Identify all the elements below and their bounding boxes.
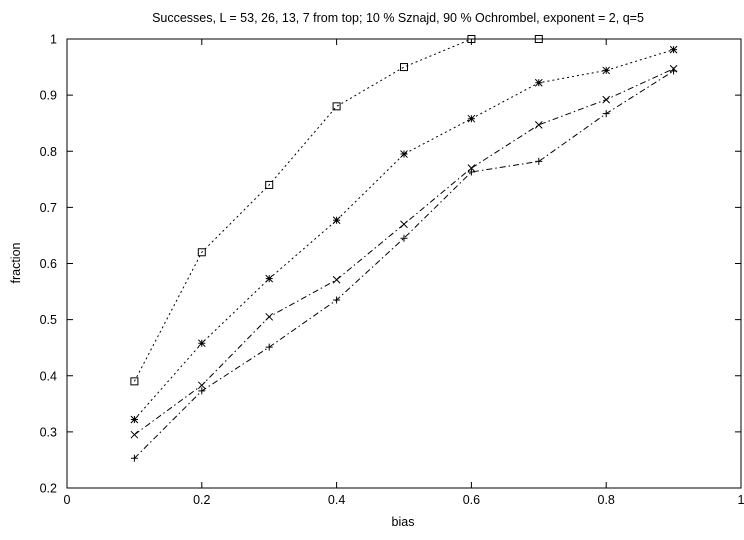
data-point-cross [400,220,408,229]
data-point-cross [197,381,206,390]
y-tick-label: 0.9 [40,89,57,103]
data-point-cross [602,95,611,104]
data-point-asterisk [534,78,543,87]
data-point-square [265,180,274,189]
chart-title: Successes, L = 53, 26, 13, 7 from top; 1… [152,11,644,25]
x-tick-label: 0.2 [193,493,210,507]
y-tick-label: 1 [50,33,57,47]
data-point-plus [602,110,610,118]
y-tick-label: 0.4 [40,369,57,383]
data-point-square [534,35,543,43]
data-point-plus [333,296,341,304]
plot-area: 0 0.2 0.4 0.6 0.8 1 0.2 0.3 0.4 0.5 0.6 0.7 0.8 0.9 1 [40,33,744,508]
y-tick-label: 0.2 [40,482,57,496]
series-line-4 [134,70,674,459]
data-point-cross [265,312,274,321]
data-point-asterisk [197,339,206,348]
data-point-asterisk [467,114,476,123]
data-point-asterisk [602,66,611,75]
data-point-cross [332,275,341,284]
data-point-asterisk [332,216,341,225]
x-tick-label: 0.4 [328,493,345,507]
data-point-square [130,377,139,386]
x-tick-label: 0.8 [598,493,615,507]
data-point-plus [400,234,408,242]
series-line-2 [134,49,674,420]
data-point-square [400,63,408,72]
data-point-cross [130,430,139,439]
x-tick-label: 0.6 [463,493,480,507]
data-point-asterisk [669,45,678,54]
data-point-square [197,248,206,257]
y-tick-label: 0.5 [40,313,57,327]
data-point-cross [467,164,476,172]
data-point-asterisk [130,415,139,424]
y-tick-label: 0.3 [40,425,57,439]
data-point-cross [534,121,543,129]
data-point-plus [670,67,678,75]
data-point-plus [198,387,206,395]
x-axis-label: bias [392,515,415,529]
data-point-square [467,35,476,43]
series-line-3 [134,68,674,436]
data-point-plus [265,343,273,351]
x-tick-label: 1 [738,493,744,507]
plot-frame [66,38,742,489]
data-point-asterisk [400,150,408,158]
y-tick-label: 0.7 [40,201,57,215]
y-tick-label: 0.8 [40,145,57,159]
y-tick-label: 0.6 [40,257,57,271]
data-point-asterisk [265,274,274,283]
y-axis-label: fraction [9,242,23,283]
x-tick-label: 0 [64,493,71,507]
data-point-plus [535,157,543,165]
data-point-plus [130,454,138,462]
data-point-square [332,102,341,111]
data-point-plus [467,168,475,176]
series-line-1 [133,38,539,382]
